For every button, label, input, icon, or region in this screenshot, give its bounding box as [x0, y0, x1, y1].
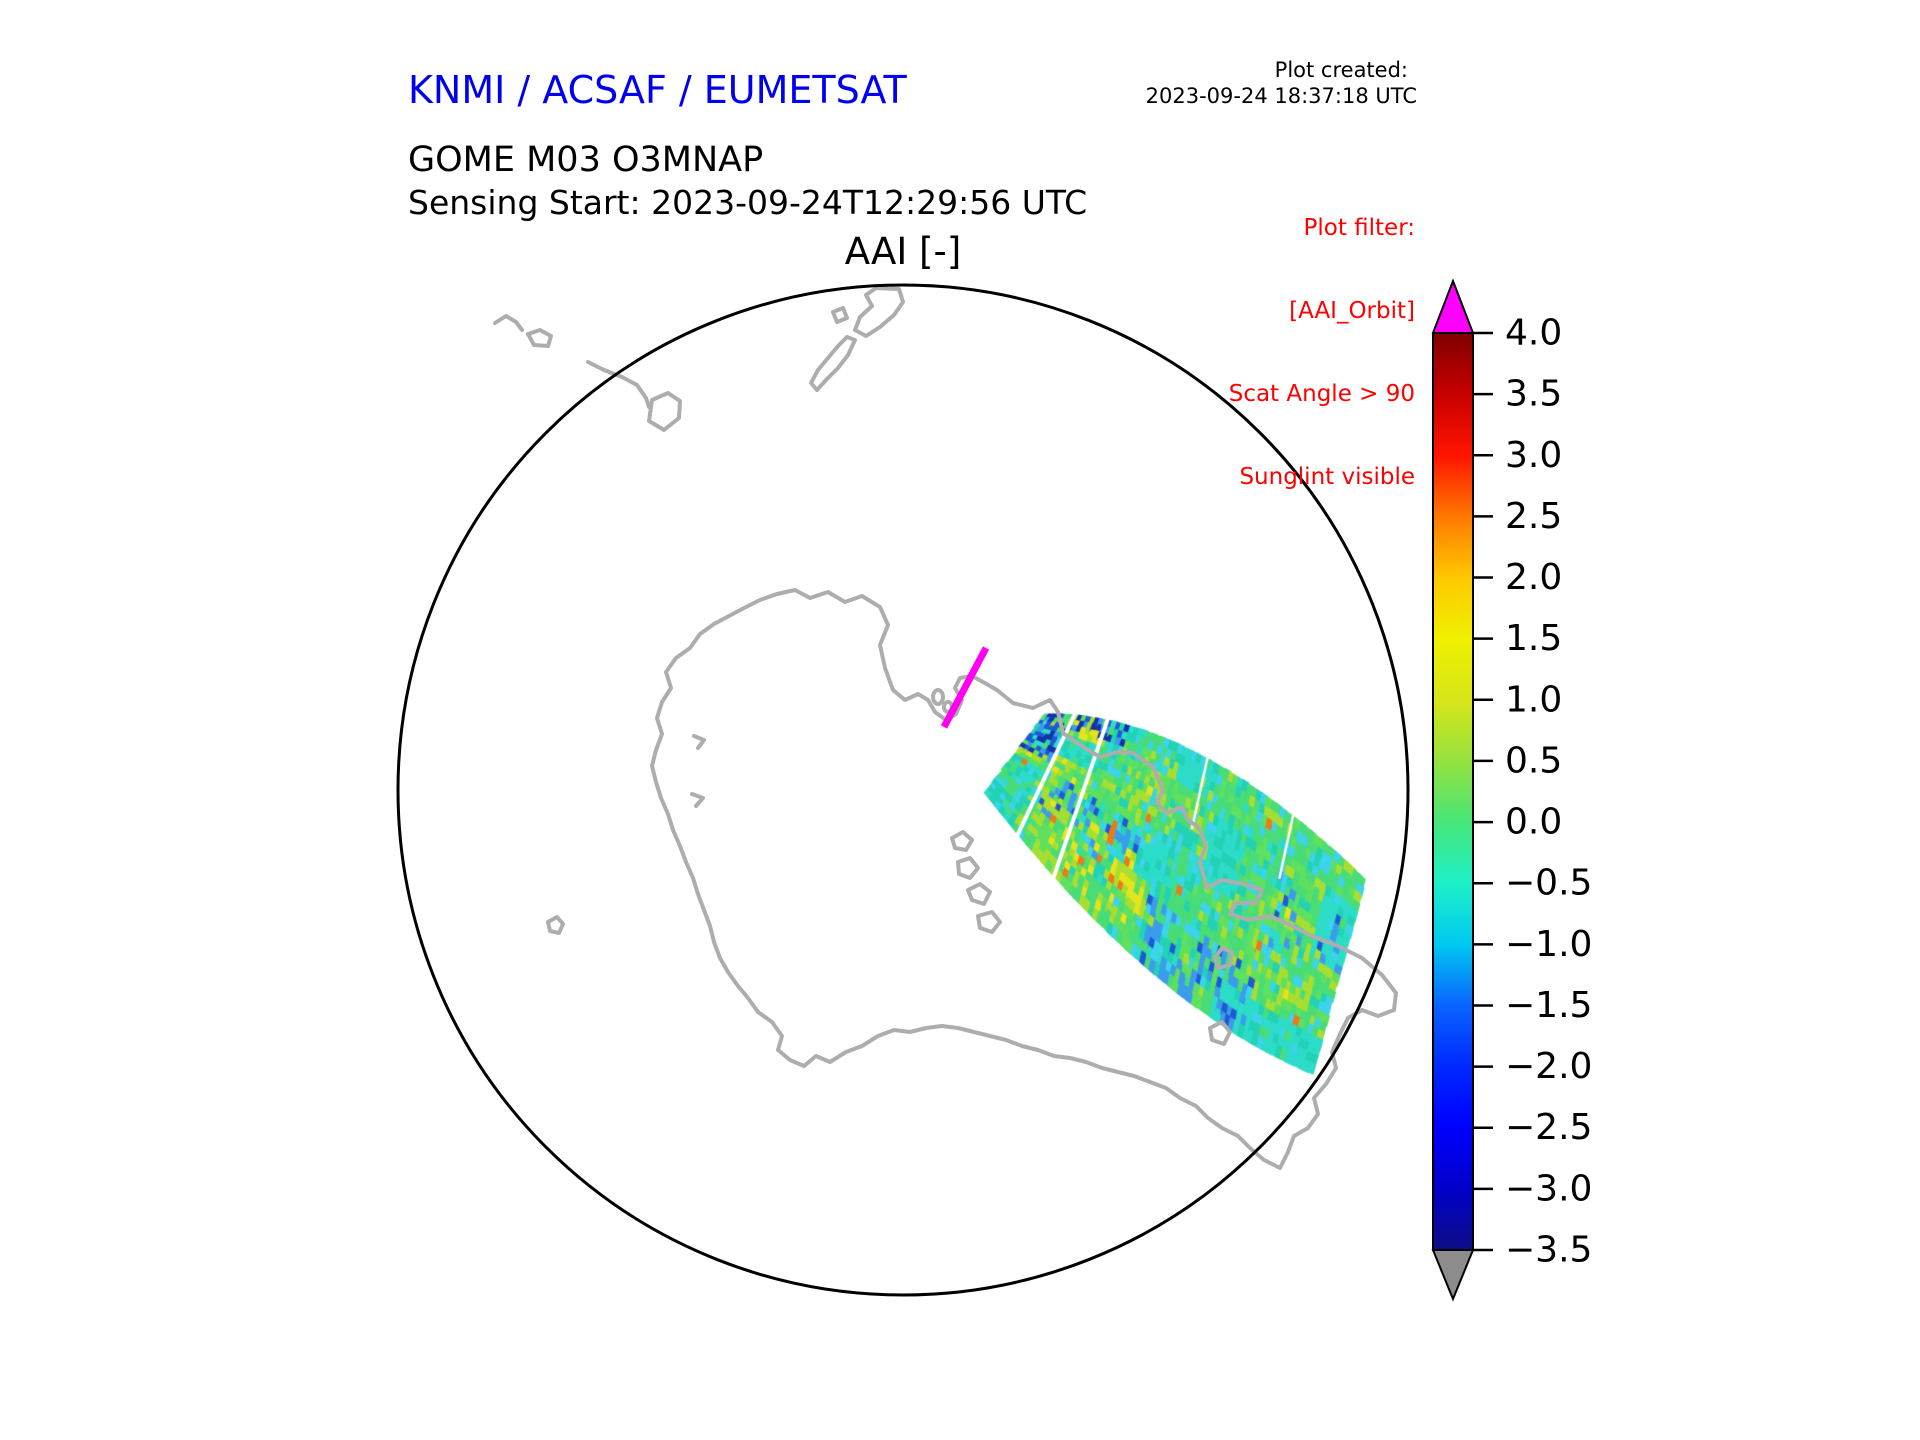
coast-fragment: [692, 734, 706, 750]
colorbar-tick-label: −1.5: [1505, 985, 1592, 1026]
colorbar-tick-label: 4.0: [1505, 313, 1562, 354]
plot-filter-text: Plot filter: [AAI_Orbit] Scat Angle > 90…: [1229, 160, 1415, 546]
colorbar-tick-label: 3.5: [1505, 374, 1562, 415]
colorbar-under-arrow: [1431, 1249, 1475, 1302]
colorbar-tick-label: 1.0: [1505, 679, 1562, 720]
colorbar-tick-label: 0.5: [1505, 740, 1562, 781]
coast-fragment: [1213, 946, 1234, 970]
plot-created-label: Plot created:: [1274, 58, 1408, 82]
coast-islet: [831, 306, 849, 324]
filter-line: Plot filter:: [1303, 215, 1415, 242]
colorbar-tick-label: −3.0: [1505, 1168, 1592, 1209]
colorbar-tick-label: −1.0: [1505, 924, 1592, 965]
colorbar-over-arrow: [1431, 278, 1475, 334]
coast-islet: [931, 688, 945, 706]
colorbar-gradient: [1432, 332, 1474, 1251]
colorbar-tick-label: −2.0: [1505, 1046, 1592, 1087]
colorbar-tick-label: 0.0: [1505, 802, 1562, 843]
coast-fragment: [526, 328, 553, 348]
globe-outline: [396, 283, 1410, 1297]
plot-created-value: 2023-09-24 18:37:18 UTC: [1145, 84, 1417, 108]
map-title: AAI [-]: [844, 230, 962, 273]
colorbar-tick-label: 2.0: [1505, 557, 1562, 598]
coast-fragment: [586, 360, 651, 409]
colorbar-tick-label: 1.5: [1505, 618, 1562, 659]
coast-islet: [546, 915, 565, 935]
coast-islet: [976, 910, 1002, 934]
sensing-start-text: Sensing Start: 2023-09-24T12:29:56 UTC: [408, 183, 1088, 222]
colorbar: 4.0 3.5 3.0 2.5 2.0 1.5 1.0 0.5 0.0 −0.5 −1.0 −1.5 −…: [1431, 278, 1592, 1302]
coast-island: [853, 286, 905, 338]
coast-islet: [966, 882, 992, 906]
coastline-antarctica: [650, 588, 1398, 1170]
colorbar-tick-label: −3.5: [1505, 1230, 1592, 1271]
coastlines: [493, 286, 1398, 1170]
coast-islet: [950, 830, 974, 852]
coast-fragment: [1208, 1020, 1232, 1046]
colorbar-tick-label: −0.5: [1505, 863, 1592, 904]
coast-island: [809, 335, 857, 392]
filter-line: Scat Angle > 90: [1228, 380, 1415, 407]
colorbar-tick-label: 3.0: [1505, 435, 1562, 476]
orbit-start-marker: [940, 646, 990, 729]
page-title: KNMI / ACSAF / EUMETSAT: [408, 68, 907, 112]
colorbar-tick-label: −2.5: [1505, 1107, 1592, 1148]
filter-line: Sunglint visible: [1239, 463, 1415, 490]
colorbar-tick-label: 2.5: [1505, 496, 1562, 537]
coast-island: [647, 391, 682, 432]
coast-islet: [956, 856, 980, 880]
product-name: GOME M03 O3MNAP: [408, 140, 764, 180]
coast-fragment: [493, 314, 524, 332]
coast-fragment: [690, 792, 705, 808]
filter-line: [AAI_Orbit]: [1289, 297, 1415, 324]
